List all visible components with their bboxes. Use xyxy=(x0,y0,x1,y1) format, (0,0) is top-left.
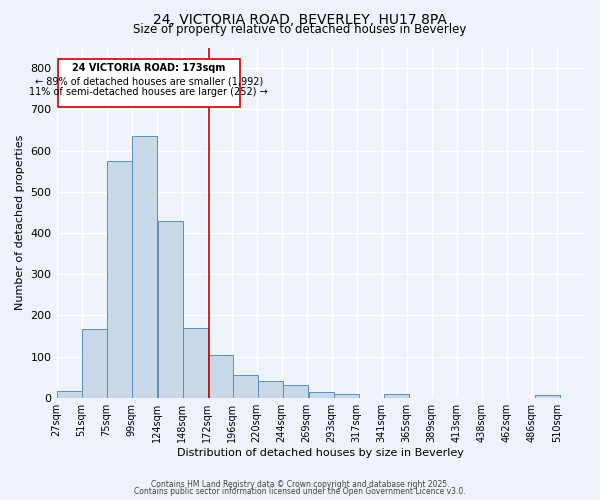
Text: ← 89% of detached houses are smaller (1,992): ← 89% of detached houses are smaller (1,… xyxy=(35,76,263,86)
Bar xyxy=(158,220,182,398)
Bar xyxy=(309,392,334,398)
Text: Contains HM Land Registry data © Crown copyright and database right 2025.: Contains HM Land Registry data © Crown c… xyxy=(151,480,449,489)
Bar xyxy=(258,381,283,398)
Bar xyxy=(334,394,359,398)
Text: 11% of semi-detached houses are larger (252) →: 11% of semi-detached houses are larger (… xyxy=(29,88,268,98)
Bar xyxy=(131,136,157,398)
Bar xyxy=(107,161,131,398)
Bar xyxy=(182,328,208,398)
Bar xyxy=(283,386,308,398)
Bar xyxy=(82,329,107,398)
Bar xyxy=(233,375,258,398)
FancyBboxPatch shape xyxy=(58,58,240,107)
Bar xyxy=(384,394,409,398)
Text: 24 VICTORIA ROAD: 173sqm: 24 VICTORIA ROAD: 173sqm xyxy=(72,62,226,72)
Y-axis label: Number of detached properties: Number of detached properties xyxy=(15,135,25,310)
Bar xyxy=(56,390,82,398)
X-axis label: Distribution of detached houses by size in Beverley: Distribution of detached houses by size … xyxy=(178,448,464,458)
Text: Contains public sector information licensed under the Open Government Licence v3: Contains public sector information licen… xyxy=(134,487,466,496)
Text: 24, VICTORIA ROAD, BEVERLEY, HU17 8PA: 24, VICTORIA ROAD, BEVERLEY, HU17 8PA xyxy=(153,12,447,26)
Bar xyxy=(208,356,233,398)
Text: Size of property relative to detached houses in Beverley: Size of property relative to detached ho… xyxy=(133,22,467,36)
Bar xyxy=(535,395,560,398)
